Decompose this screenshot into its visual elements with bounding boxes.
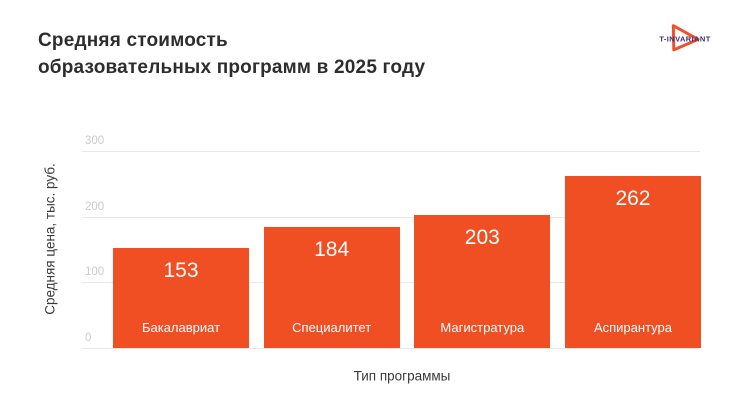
plot-area: 0 100 200 300 153 Бакалавриат 184 Специалитет 20…: [82, 135, 702, 349]
t-invariant-logo: T-INVARIANT: [652, 20, 718, 58]
bar-category-label: Бакалавриат: [141, 320, 221, 335]
y-tick-label: 100: [85, 266, 105, 279]
bar: 203 Магистратура: [414, 214, 551, 348]
bar-value-label: 153: [163, 258, 199, 282]
y-tick-label: 200: [85, 200, 105, 213]
bar-value-label: 184: [314, 238, 350, 262]
bar-category-label: Магистратура: [440, 320, 525, 335]
gridline: [82, 216, 700, 218]
gridline: [82, 151, 700, 152]
gridline: [82, 348, 700, 349]
bar: 262 Аспирантура: [564, 176, 701, 348]
bar-category-label: Специалитет: [292, 320, 372, 335]
bar-value-label: 203: [464, 225, 500, 249]
page-title: Средняя стоимость образовательных програ…: [38, 27, 425, 81]
page-title-line-2: образовательных программ в 2025 году: [38, 57, 426, 78]
logo-text: T-INVARIANT: [659, 34, 711, 44]
page-title-line-1: Средняя стоимость: [38, 30, 228, 51]
bar-value-label: 262: [615, 187, 651, 210]
y-tick-label: 0: [85, 332, 92, 344]
bar-category-label: Аспирантура: [593, 320, 672, 335]
x-axis-title: Тип программы: [353, 368, 451, 384]
y-tick-label: 300: [85, 135, 105, 147]
y-axis-title: Средняя цена, тыс. руб.: [42, 163, 58, 315]
bars-row: 153 Бакалавриат 184 Специалитет 203 Магистрат…: [113, 151, 701, 348]
bar: 153 Бакалавриат: [113, 247, 249, 348]
logo-triangle-icon: [671, 24, 700, 52]
bar: 184 Специалитет: [263, 227, 400, 348]
